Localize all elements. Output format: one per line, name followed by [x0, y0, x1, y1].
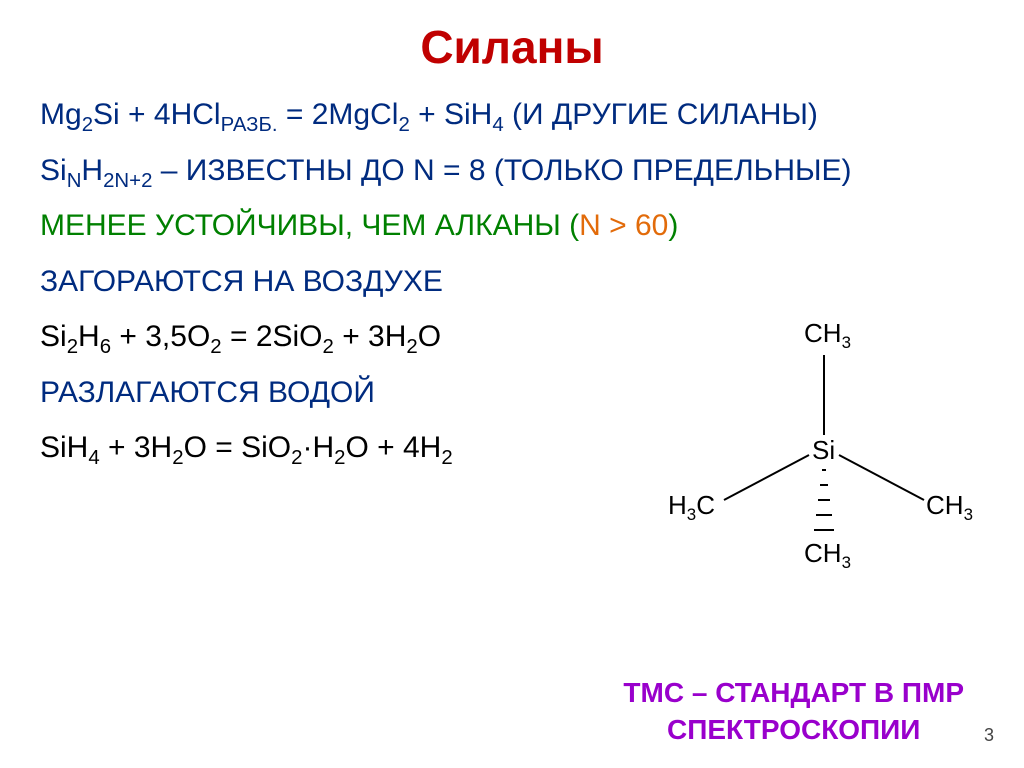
gf-2n2: 2N+2 [103, 170, 152, 192]
top-3: 3 [842, 333, 851, 352]
bot-ch: CH [804, 538, 842, 568]
e2-f: O [418, 320, 441, 353]
e3-s1: 4 [88, 447, 99, 469]
atom-bottom: CH3 [804, 538, 851, 569]
e2-b: H [78, 320, 100, 353]
right-3: 3 [964, 505, 973, 524]
gf-n: N [67, 170, 82, 192]
e3-e: O + 4H [345, 431, 441, 464]
gf-h: H [81, 154, 103, 187]
e2-s5: 2 [406, 336, 417, 358]
eq1-s2: 2 [398, 114, 409, 136]
st-gt: > 60 [601, 209, 669, 242]
left-c: C [696, 490, 715, 520]
e3-d: ·H [302, 431, 334, 464]
e3-s2: 2 [172, 447, 183, 469]
e3-s3: 2 [291, 447, 302, 469]
e2-e: + 3H [334, 320, 407, 353]
eq1-s3: 4 [492, 114, 503, 136]
e2-s2: 6 [100, 336, 111, 358]
equation-1: Mg2Si + 4HClРАЗБ. = 2MgCl2 + SiH4 (И ДРУ… [40, 96, 984, 134]
left-h: H [668, 490, 687, 520]
general-formula: SiNH2N+2 – ИЗВЕСТНЫ ДО N = 8 (ТОЛЬКО ПРЕ… [40, 152, 984, 190]
footer-l2: СПЕКТРОСКОПИИ [623, 712, 964, 748]
eq1-m3: + SiH [410, 98, 493, 131]
atom-top: CH3 [804, 318, 851, 349]
ignite-note: ЗАГОРАЮТСЯ НА ВОЗДУХЕ [40, 263, 984, 301]
eq1-razb: РАЗБ. [221, 114, 278, 136]
footer-caption: ТМС – СТАНДАРТ В ПМР СПЕКТРОСКОПИИ [623, 675, 964, 748]
slide-title: Силаны [40, 20, 984, 74]
e2-c: + 3,5O [111, 320, 210, 353]
e2-s3: 2 [210, 336, 221, 358]
footer-l1: ТМС – СТАНДАРТ В ПМР [623, 675, 964, 711]
slide: Силаны Mg2Si + 4HClРАЗБ. = 2MgCl2 + SiH4… [0, 0, 1024, 768]
eq1-s1: 2 [82, 114, 93, 136]
top-ch: CH [804, 318, 842, 348]
st-n: N [579, 209, 601, 242]
e2-s4: 2 [323, 336, 334, 358]
eq1-m1: Si + 4HCl [93, 98, 221, 131]
eq1-tail: (И ДРУГИЕ СИЛАНЫ) [504, 98, 818, 131]
e3-s4: 2 [334, 447, 345, 469]
st-text: МЕНЕЕ УСТОЙЧИВЫ, ЧЕМ АЛКАНЫ ( [40, 209, 579, 242]
e3-b: + 3H [100, 431, 173, 464]
e3-c: O = SiO [184, 431, 292, 464]
e3-a: SiH [40, 431, 88, 464]
atom-right: CH3 [926, 490, 973, 521]
atom-left: H3C [668, 490, 715, 521]
eq1-mg: Mg [40, 98, 82, 131]
page-number: 3 [984, 725, 994, 746]
e2-s1: 2 [67, 336, 78, 358]
e2-a: Si [40, 320, 67, 353]
gf-tail: – ИЗВЕСТНЫ ДО N = 8 (ТОЛЬКО ПРЕДЕЛЬНЫЕ) [152, 154, 851, 187]
right-ch: CH [926, 490, 964, 520]
tms-molecule: Si CH3 CH3 H3C CH3 [674, 300, 974, 600]
eq1-m2: = 2MgCl [278, 98, 399, 131]
atom-si: Si [812, 435, 835, 466]
stability-note: МЕНЕЕ УСТОЙЧИВЫ, ЧЕМ АЛКАНЫ (N > 60) [40, 207, 984, 245]
st-close: ) [668, 209, 678, 242]
bot-3: 3 [842, 553, 851, 572]
e3-s5: 2 [441, 447, 452, 469]
left-3: 3 [687, 505, 696, 524]
gf-si: Si [40, 154, 67, 187]
e2-d: = 2SiO [222, 320, 323, 353]
